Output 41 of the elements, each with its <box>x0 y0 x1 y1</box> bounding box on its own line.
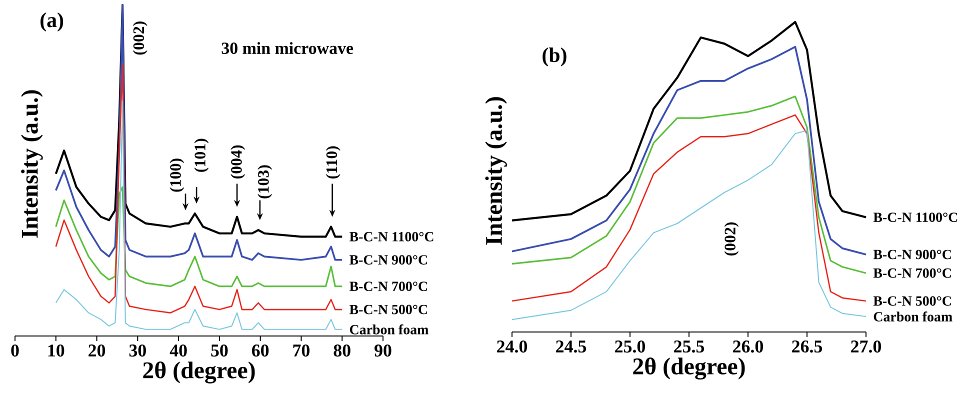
annotation: (110) <box>326 146 340 179</box>
x-tick-label: 30 <box>129 344 146 357</box>
x-tick-label: 0 <box>11 344 19 357</box>
x-tick-label: 24.0 <box>497 340 528 353</box>
series-label: Carbon foam <box>350 324 428 334</box>
annotation: (002) <box>132 22 148 55</box>
series-label: B-C-N 500°C <box>873 296 951 306</box>
x-tick-label: 60 <box>252 344 269 357</box>
series-label: B-C-N 500°C <box>350 304 428 314</box>
y-axis-title: Intensity (a.u.) <box>485 97 507 245</box>
x-axis-title: 2θ (degree) <box>633 358 745 380</box>
x-tick-label: 26.5 <box>792 340 822 353</box>
y-axis-title: Intensity (a.u.) <box>21 90 43 238</box>
series-label: B-C-N 1100°C <box>873 212 958 222</box>
series-label: B-C-N 900°C <box>873 250 951 260</box>
chart-title: (a) <box>40 12 64 32</box>
x-tick-label: 27.0 <box>851 340 882 353</box>
x-tick-label: 24.5 <box>556 340 586 353</box>
text: (b) <box>542 47 566 66</box>
series-label: Carbon foam <box>874 312 952 322</box>
annotation: (004) <box>230 145 246 179</box>
x-tick-label: 90 <box>374 344 392 357</box>
x-tick-label: 70 <box>293 344 310 357</box>
x-axis-title: 2θ (degree) <box>143 361 255 384</box>
x-tick-label: 20 <box>88 344 106 357</box>
annotation: (101) <box>194 138 209 172</box>
series-label: B-C-N 700°C <box>350 282 428 292</box>
annotation: (002) <box>724 222 739 256</box>
x-tick-label: 80 <box>334 344 350 357</box>
annotation: (103) <box>258 165 272 198</box>
x-tick-label: 50 <box>211 344 228 357</box>
annotation: (100) <box>170 158 184 192</box>
x-tick-label: 26.0 <box>733 340 764 353</box>
x-tick-label: 25.0 <box>615 340 646 353</box>
x-tick-label: 10 <box>48 344 64 357</box>
annotation: 30 min microwave <box>222 42 354 54</box>
x-tick-label: 25.5 <box>674 340 704 353</box>
series-label: B-C-N 900°C <box>350 255 428 265</box>
series-label: B-C-N 700°C <box>873 268 951 278</box>
series-label: B-C-N 1100°C <box>350 232 434 242</box>
x-tick-label: 40 <box>170 344 187 357</box>
